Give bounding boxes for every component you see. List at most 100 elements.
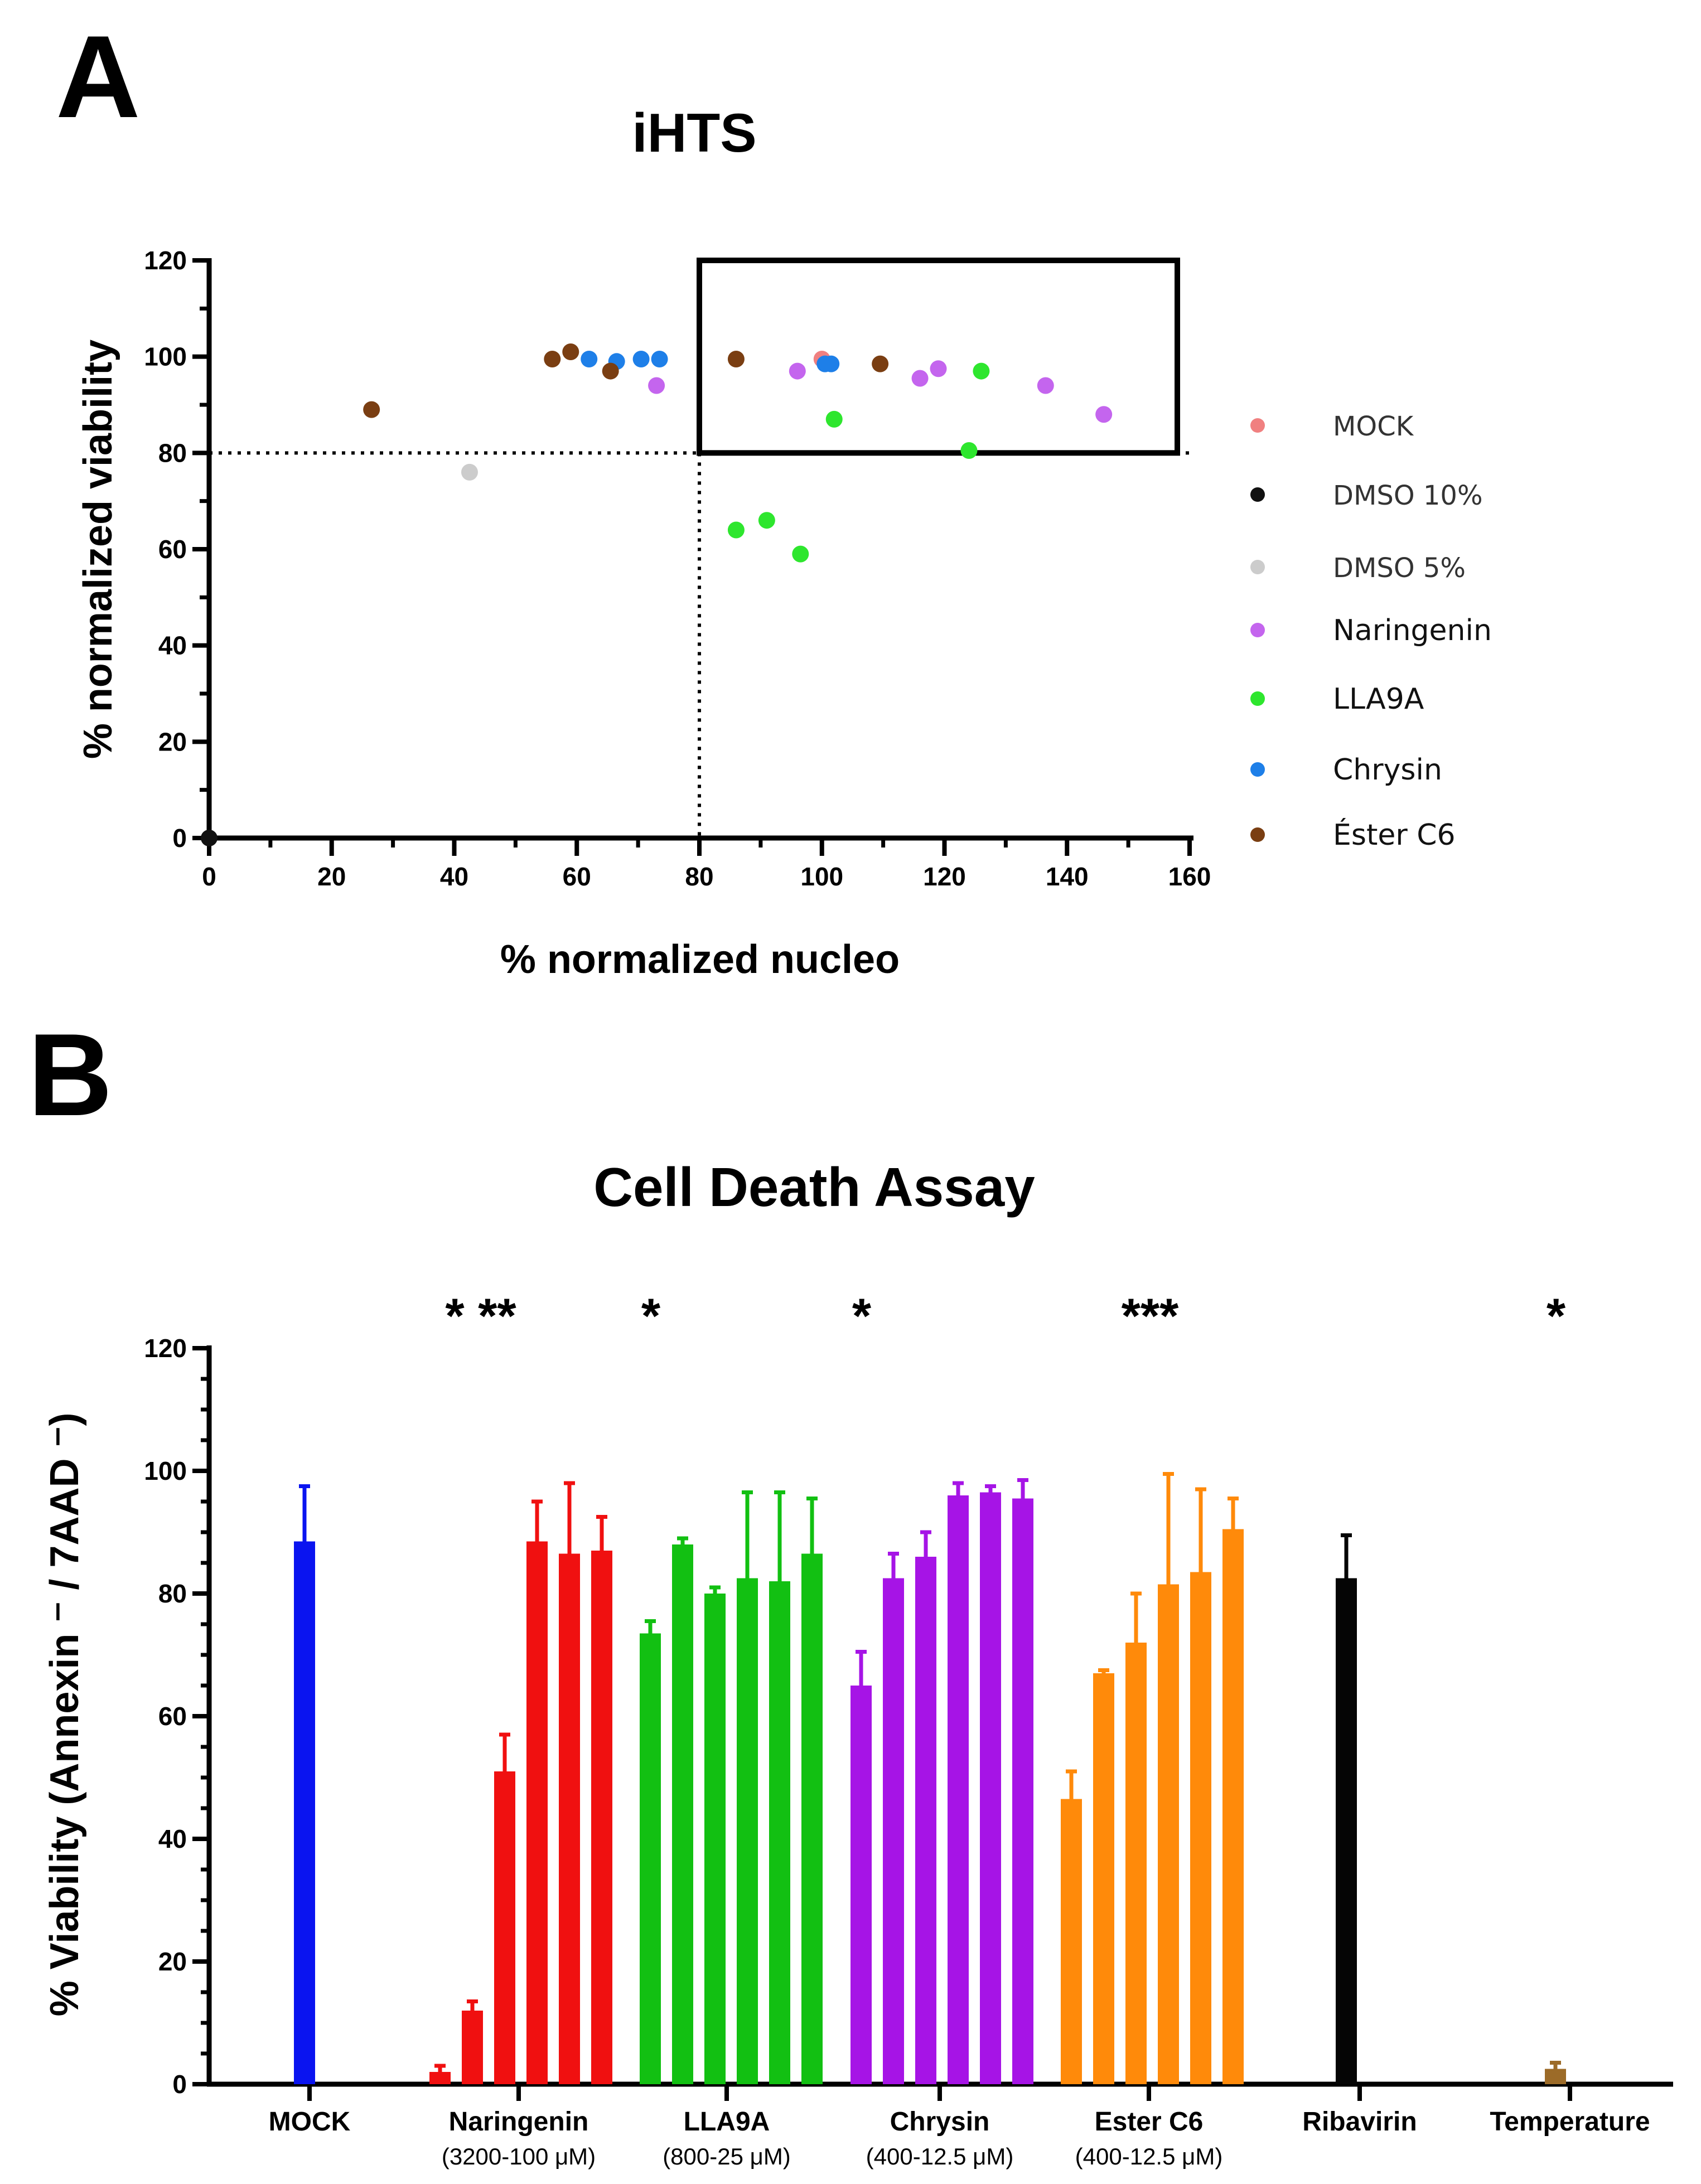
point-dmso-10- <box>201 830 218 846</box>
point--ster-c6 <box>363 401 380 418</box>
bar-significance: * ** * * *** * <box>445 1288 1565 1343</box>
panel-b-letter: B <box>28 1009 113 1140</box>
bar-y-tick-label: 20 <box>158 1947 187 1976</box>
bar-y-tick-label: 120 <box>144 1334 187 1363</box>
scatter-y-tick-label: 120 <box>144 246 187 275</box>
point--ster-c6 <box>602 362 619 380</box>
bar-y-tick-label: 60 <box>158 1702 187 1731</box>
point-naringenin <box>930 360 947 377</box>
legend-marker-lla9a <box>1250 691 1265 706</box>
bar-axes <box>206 1345 1673 2087</box>
scatter-x-tick-label: 60 <box>563 862 591 891</box>
significance-lla9a: * <box>641 1288 661 1343</box>
point--ster-c6 <box>544 350 561 367</box>
bar-ester-c6 <box>1190 1572 1211 2084</box>
legend-marker-chrysin <box>1250 762 1265 777</box>
point-chrysin <box>581 350 598 367</box>
category-range-naringenin: (3200-100 μM) <box>442 2143 596 2170</box>
category-range-ester-c6: (400-12.5 μM) <box>1075 2143 1223 2170</box>
category-range-chrysin: (400-12.5 μM) <box>866 2143 1014 2170</box>
scatter-y-tick-label: 80 <box>158 438 187 467</box>
bar-ribavirin <box>1336 1578 1357 2084</box>
significance-naringenin: * ** <box>445 1288 516 1343</box>
bar-chrysin <box>883 1578 904 2084</box>
category-label-naringenin: Naringenin <box>449 2107 589 2137</box>
point--ster-c6 <box>727 350 745 367</box>
point--ster-c6 <box>562 343 579 361</box>
legend-marker-dmso-5- <box>1250 560 1265 574</box>
bar-y-tick-label: 100 <box>144 1456 187 1485</box>
point-lla9a <box>973 362 990 380</box>
point-naringenin <box>1037 377 1054 394</box>
bar-y-ticks: 0 20 40 60 80 100 120 <box>144 1334 209 2099</box>
scatter-y-tick-label: 0 <box>172 824 187 853</box>
point-naringenin <box>1095 406 1113 423</box>
bar-mock <box>294 1541 315 2084</box>
bar-lla9a <box>769 1581 790 2084</box>
bar-temperature <box>1545 2069 1566 2084</box>
bar-chrysin <box>850 1686 872 2084</box>
hit-region-box <box>697 258 1181 456</box>
bar-chrysin <box>980 1492 1001 2084</box>
point-chrysin <box>823 355 840 372</box>
category-label-ribavirin: Ribavirin <box>1302 2107 1417 2137</box>
scatter-x-tick-label: 20 <box>317 862 346 891</box>
scatter-x-tick-label: 0 <box>202 862 216 891</box>
point-chrysin <box>632 350 650 367</box>
category-label-ester-c6: Ester C6 <box>1095 2107 1204 2137</box>
bar-ester-c6 <box>1125 1643 1147 2084</box>
point-dmso-5- <box>461 463 478 481</box>
category-label-lla9a: LLA9A <box>684 2107 770 2137</box>
scatter-points <box>201 343 1113 846</box>
scatter-y-axis-label: % normalized viability <box>76 340 120 759</box>
bar-y-tick-label: 0 <box>172 2070 187 2099</box>
bar-naringenin <box>429 2072 451 2084</box>
scatter-y-tick-label: 20 <box>158 727 187 756</box>
scatter-y-tick-label: 40 <box>158 631 187 660</box>
bar-ester-c6 <box>1093 1673 1114 2084</box>
point-naringenin <box>789 362 806 380</box>
legend-label-naringenin: Naringenin <box>1333 614 1492 647</box>
legend-marker-dmso-10- <box>1250 487 1265 502</box>
point-lla9a <box>960 442 978 459</box>
bar-lla9a <box>640 1633 661 2084</box>
bar-lla9a <box>801 1553 823 2084</box>
bar-ester-c6 <box>1061 1799 1082 2084</box>
bar-series <box>294 1472 1566 2084</box>
bar-lla9a <box>737 1578 758 2084</box>
bar-naringenin <box>462 2011 483 2084</box>
scatter-x-tick-label: 140 <box>1046 862 1089 891</box>
significance-chrysin: * <box>852 1288 872 1343</box>
bar-naringenin <box>526 1541 548 2084</box>
bar-naringenin <box>559 1553 580 2084</box>
point-chrysin <box>651 350 668 367</box>
legend-marker--ster-c6 <box>1250 827 1265 842</box>
point-lla9a <box>727 521 745 539</box>
scatter-y-tick-label: 60 <box>158 535 187 564</box>
scatter-legend: MOCK DMSO 10% DMSO 5% Naringenin LLA9A Chrysi… <box>1250 411 1492 852</box>
legend-label-chrysin: Chrysin <box>1333 753 1442 787</box>
scatter-x-tick-label: 40 <box>440 862 468 891</box>
scatter-x-tick-label: 160 <box>1168 862 1211 891</box>
bar-categories: MOCK Naringenin (3200-100 μM) LLA9A (800-25 … <box>269 2084 1650 2170</box>
panel-a-letter: A <box>56 11 141 142</box>
scatter-x-tick-label: 100 <box>800 862 843 891</box>
bar-ester-c6 <box>1222 1529 1244 2084</box>
category-range-lla9a: (800-25 μM) <box>663 2143 791 2170</box>
scatter-title: iHTS <box>632 102 756 163</box>
bar-y-axis-label: % Viability (Annexin ⁻ / 7AAD ⁻) <box>42 1413 87 2017</box>
scatter-x-tick-label: 120 <box>923 862 966 891</box>
bar-y-tick-label: 80 <box>158 1579 187 1608</box>
scatter-x-ticks: 0 20 40 60 80 100 120 140 160 <box>202 838 1211 891</box>
bar-chrysin <box>915 1557 936 2084</box>
significance-ester-c6: *** <box>1122 1288 1179 1343</box>
bar-naringenin <box>494 1771 515 2084</box>
bar-naringenin <box>591 1551 612 2084</box>
scatter-y-tick-label: 100 <box>144 342 187 371</box>
legend-label-dmso-5-: DMSO 5% <box>1333 553 1466 584</box>
legend-marker-naringenin <box>1250 623 1265 637</box>
point--ster-c6 <box>872 355 889 372</box>
point-lla9a <box>758 512 775 529</box>
bar-ester-c6 <box>1158 1584 1179 2084</box>
